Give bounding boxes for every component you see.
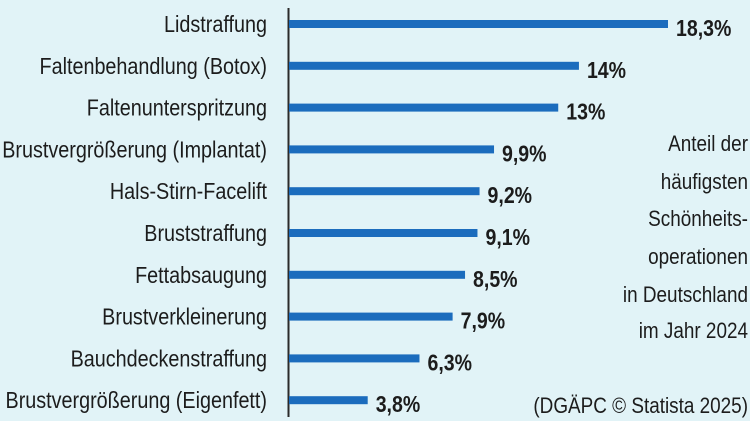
bar — [289, 145, 495, 154]
category-label: Brustvergrößerung (Implantat) — [2, 137, 267, 163]
title-line: operationen — [648, 245, 748, 270]
category-label: Brustverkleinerung — [102, 304, 267, 330]
bar — [289, 103, 559, 112]
value-label: 14% — [587, 57, 626, 83]
value-label: 9,2% — [488, 183, 533, 209]
bar — [289, 187, 480, 196]
value-label: 3,8% — [376, 392, 421, 418]
title-line: häufigsten — [661, 170, 748, 195]
category-label: Faltenbehandlung (Botox) — [40, 53, 267, 79]
value-label: 9,1% — [485, 225, 530, 251]
category-label: Faltenunterspritzung — [87, 95, 267, 121]
value-label: 9,9% — [502, 141, 547, 167]
category-label: Brustvergrößerung (Eigenfett) — [6, 388, 267, 414]
value-label: 7,9% — [461, 308, 506, 334]
value-label: 8,5% — [473, 266, 518, 292]
bar — [289, 270, 466, 279]
value-label: 6,3% — [427, 350, 472, 376]
category-label: Lidstraffung — [164, 12, 267, 38]
title-line: im Jahr 2024 — [639, 319, 748, 344]
bar — [289, 61, 579, 70]
category-label: Bauchdeckenstraffung — [71, 346, 267, 372]
category-label: Fettabsaugung — [135, 262, 267, 288]
value-label: 18,3% — [676, 16, 731, 42]
bar — [289, 20, 668, 28]
title-line: in Deutschland — [623, 283, 748, 308]
bar — [289, 229, 478, 237]
bars-group: Lidstraffung 18,3% Faltenbehandlung (Botox… — [2, 12, 731, 418]
value-label: 13% — [566, 99, 605, 125]
bar — [289, 312, 453, 321]
category-label: Bruststraffung — [144, 221, 267, 247]
title-line: Anteil der — [668, 132, 748, 157]
bar — [289, 396, 368, 405]
title-line: Schönheits- — [648, 207, 748, 232]
chart-title: Anteil der häufigsten Schönheits-operation… — [623, 132, 748, 344]
bar — [289, 354, 420, 363]
source-note: (DGÄPC © Statista 2025) — [533, 394, 748, 419]
category-label: Hals-Stirn-Facelift — [110, 179, 267, 205]
